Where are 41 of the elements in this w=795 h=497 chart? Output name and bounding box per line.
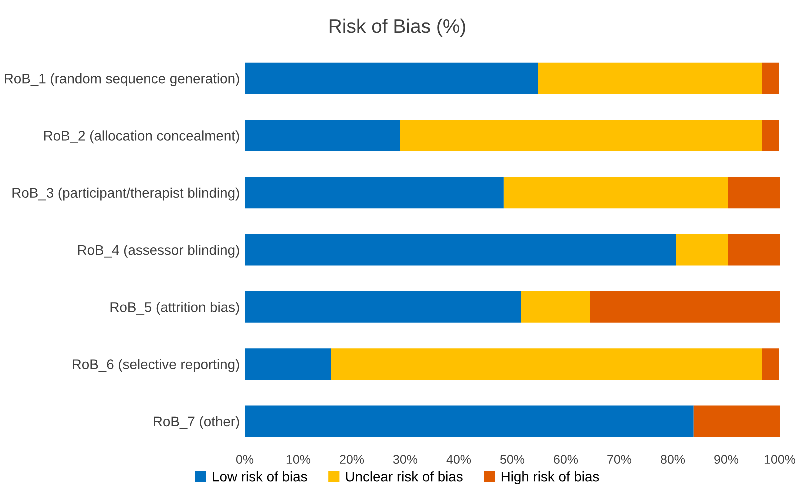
bar — [331, 348, 762, 380]
bar — [504, 177, 728, 209]
bar — [762, 62, 780, 94]
legend-label: High risk of bias — [502, 472, 600, 484]
x-tick-label: 10% — [286, 455, 311, 464]
x-tick-label: 70% — [608, 455, 632, 464]
bar — [676, 234, 728, 266]
y-tick-label: RoB_4 (assessor blinding) — [78, 244, 240, 258]
x-tick-label: 90% — [714, 455, 739, 464]
x-tick-label: 30% — [393, 455, 418, 464]
bar — [694, 406, 780, 438]
legend-label: Low risk of bias — [213, 472, 308, 482]
bar — [245, 348, 332, 380]
y-tick-label: RoB_3 (participant/therapist blinding) — [12, 188, 240, 201]
y-tick-label: RoB_7 (other) — [154, 416, 240, 430]
x-tick-label: 0% — [236, 455, 254, 464]
bar — [762, 348, 780, 380]
bar — [521, 291, 590, 323]
x-tick-label: 60% — [554, 455, 578, 464]
bar — [245, 62, 538, 94]
x-tick-label: 80% — [661, 455, 686, 464]
bar — [538, 62, 762, 94]
bar — [400, 120, 762, 152]
bar — [245, 234, 676, 266]
bar — [245, 291, 522, 323]
bar — [762, 120, 780, 152]
y-tick-label: RoB_1 (random sequence generation) — [5, 74, 240, 86]
bar — [245, 120, 400, 152]
chart-title: Risk of Bias (%) — [330, 18, 466, 38]
y-tick-label: RoB_5 (attrition bias) — [110, 302, 240, 316]
legend-label: Unclear risk of bias — [346, 472, 463, 482]
y-tick-label: RoB_6 (selective reporting) — [73, 359, 240, 372]
x-tick-label: 50% — [500, 455, 525, 464]
x-tick-label: 20% — [340, 455, 364, 464]
bar — [728, 177, 780, 209]
bar — [590, 291, 780, 323]
bar — [245, 406, 694, 438]
y-tick-label: RoB_2 (allocation concealment) — [44, 130, 240, 144]
x-tick-label: 40% — [446, 455, 472, 464]
bar — [728, 234, 780, 266]
bar — [245, 177, 504, 209]
